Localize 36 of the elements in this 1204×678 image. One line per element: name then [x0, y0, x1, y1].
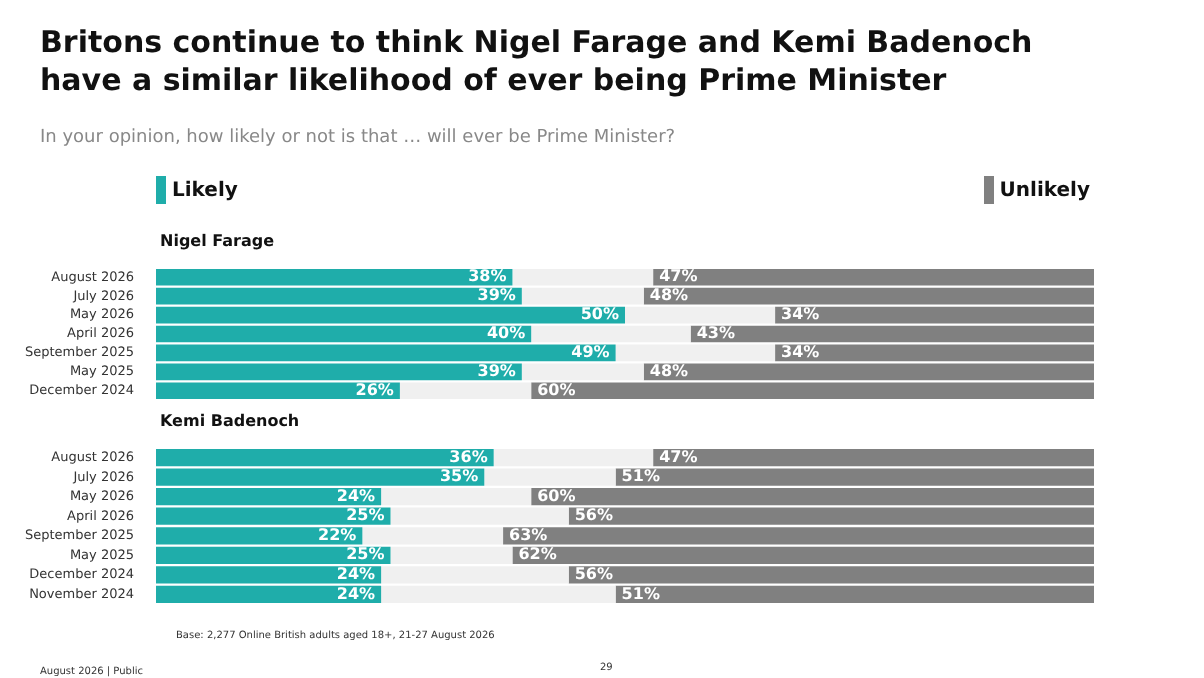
data-label: 34%: [781, 343, 820, 362]
data-label: 38%: [468, 267, 507, 286]
data-label: 56%: [574, 506, 614, 525]
data-label: 22%: [318, 525, 357, 544]
data-label: 26%: [355, 380, 394, 399]
data-label: 24%: [336, 565, 376, 584]
data-label: 62%: [518, 545, 557, 564]
data-label: 50%: [580, 305, 619, 324]
data-label: 39%: [477, 286, 516, 305]
data-label: 49%: [571, 343, 610, 362]
data-label: 24%: [336, 584, 376, 603]
data-label: 51%: [621, 584, 660, 603]
data-label: 56%: [574, 565, 614, 584]
data-label: 34%: [781, 305, 820, 324]
data-label: 63%: [509, 525, 548, 544]
data-label: 25%: [346, 506, 385, 525]
data-label: 36%: [449, 447, 488, 466]
data-label: 60%: [537, 486, 576, 505]
data-label: 60%: [537, 380, 576, 399]
data-label: 47%: [659, 267, 698, 286]
data-label: 25%: [346, 545, 385, 564]
data-label: 39%: [477, 361, 516, 380]
data-label: 48%: [649, 361, 689, 380]
data-label: 51%: [621, 467, 660, 486]
legend-label: Unlikely: [999, 179, 1090, 201]
chart-title: Nigel Farage: [160, 232, 275, 250]
data-label: 35%: [439, 467, 479, 486]
data-label: 43%: [696, 324, 735, 343]
data-label: 47%: [659, 447, 698, 466]
text: Britons continue to think Nigel Farage and Kemi Badenoch have a similar likelihood of ever being Prime Minister: [40, 24, 1035, 100]
data-label: 48%: [649, 286, 689, 305]
data-label: 24%: [336, 486, 376, 505]
chart-title: Kemi Badenoch: [160, 412, 300, 430]
data-label: 40%: [486, 324, 526, 343]
text: In your opinion, how likely or not is that … will ever be Prime Minister?: [40, 128, 676, 148]
legend-label: Likely: [172, 179, 238, 201]
